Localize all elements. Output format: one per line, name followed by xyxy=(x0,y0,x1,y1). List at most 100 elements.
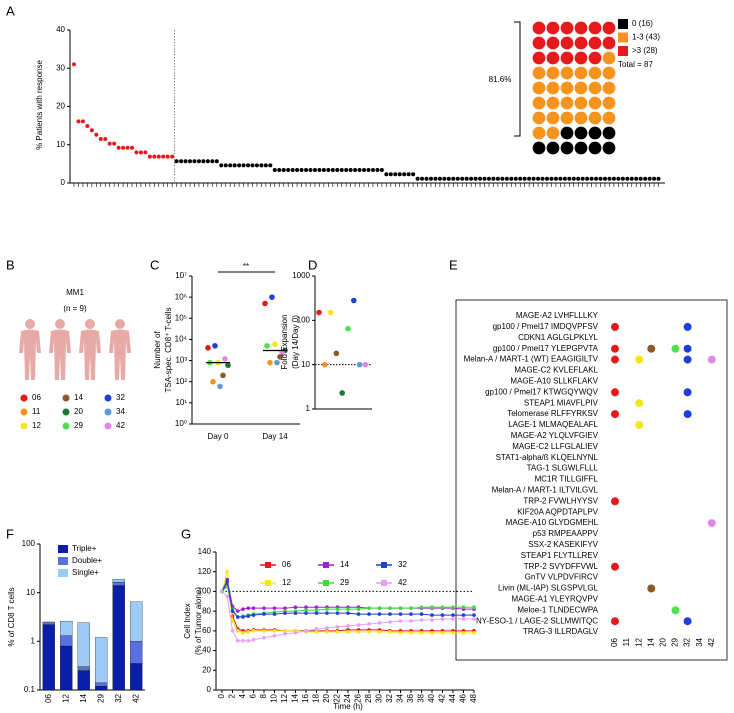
legend-label: 06 xyxy=(32,393,41,402)
point xyxy=(346,630,350,634)
point xyxy=(388,172,393,177)
series-line xyxy=(221,571,474,634)
point xyxy=(437,176,442,181)
x-tick-label: 12 xyxy=(280,693,289,702)
row-label: TAG-1 SLGWLFLLL xyxy=(527,464,599,473)
row-label: TRP-2 SVYDFFVWL xyxy=(524,562,599,571)
dot xyxy=(671,344,680,353)
point xyxy=(241,631,245,635)
point xyxy=(304,629,308,633)
legend-marker xyxy=(381,562,387,568)
x-tick-label: 26 xyxy=(354,693,363,702)
point xyxy=(225,569,230,574)
point xyxy=(366,167,371,172)
point xyxy=(269,294,275,300)
point xyxy=(472,613,476,617)
legend-swatch xyxy=(618,32,628,43)
point xyxy=(230,609,235,613)
point xyxy=(430,613,434,617)
point xyxy=(272,341,278,347)
bar-segment xyxy=(95,682,108,687)
point xyxy=(335,611,340,615)
waffle-cell xyxy=(588,126,602,140)
point xyxy=(377,606,382,610)
waffle-cell xyxy=(560,141,574,155)
bar-segment xyxy=(95,637,108,684)
waffle-cell xyxy=(532,141,546,155)
legend-swatch xyxy=(58,545,68,553)
point xyxy=(440,617,445,621)
point xyxy=(576,176,581,181)
point xyxy=(472,617,476,621)
waffle-cell xyxy=(532,81,546,95)
point xyxy=(241,607,245,611)
column-label: 11 xyxy=(622,637,631,646)
point xyxy=(277,167,282,172)
y-axis-label: Cell Index xyxy=(183,603,192,639)
legend-dot xyxy=(20,422,28,430)
waffle-cell xyxy=(532,21,546,35)
point xyxy=(388,630,392,634)
point xyxy=(272,606,277,610)
point xyxy=(94,132,99,137)
point xyxy=(212,342,218,349)
point xyxy=(629,176,634,181)
y-tick-label: 100 xyxy=(198,587,212,596)
point xyxy=(316,309,322,316)
bar-segment xyxy=(42,624,55,691)
legend-marker xyxy=(265,562,271,568)
waffle-cell xyxy=(588,96,602,110)
x-tick-label: 34 xyxy=(396,693,405,702)
y-tick-label: 10⁰ xyxy=(175,419,187,428)
row-label: TRP-2 FVWLHYYSV xyxy=(523,496,598,505)
point xyxy=(325,607,329,611)
bar-segment xyxy=(42,622,55,625)
point xyxy=(415,176,420,181)
point xyxy=(262,300,268,307)
series-line xyxy=(221,591,474,642)
row-label: MC1R TILLGIFFL xyxy=(535,475,599,484)
point xyxy=(259,163,264,168)
point xyxy=(500,176,505,181)
panel-letter: C xyxy=(150,257,159,272)
legend-label: 20 xyxy=(74,407,83,416)
bar-segment xyxy=(130,641,143,664)
waffle-cell xyxy=(588,66,602,80)
point xyxy=(652,176,657,181)
row-label: TRAG-3 ILLRDAGLV xyxy=(523,627,599,636)
waffle-cell xyxy=(560,66,574,80)
point xyxy=(540,176,545,181)
legend-dot xyxy=(20,408,28,416)
point xyxy=(356,630,361,634)
y-tick-label: 10⁶ xyxy=(175,292,187,301)
point xyxy=(290,167,295,172)
point xyxy=(346,607,350,611)
point xyxy=(293,611,298,615)
row-label: MAGE-A2 LVHFLLLKY xyxy=(516,311,599,320)
row-label: MAGE-A2 YLQLVFGIEV xyxy=(511,431,599,440)
point xyxy=(322,361,328,368)
row-label: gp100 / Pmel17 IMDQVPFSV xyxy=(493,322,599,331)
legend-label: 14 xyxy=(340,560,349,569)
waffle-cell xyxy=(602,126,616,140)
waffle-cell xyxy=(546,96,560,110)
point xyxy=(473,176,478,181)
x-tick-label: 28 xyxy=(364,693,373,702)
legend-dot xyxy=(62,422,70,430)
point xyxy=(230,629,235,633)
row-label: STAT1-alpha/ß KLQELNYNL xyxy=(496,453,599,462)
point xyxy=(156,154,161,159)
point xyxy=(402,172,407,177)
legend-label: 0 (16) xyxy=(632,19,653,28)
x-tick-label: 6 xyxy=(249,693,258,698)
point xyxy=(353,167,358,172)
point xyxy=(183,159,188,164)
waffle-cell xyxy=(574,51,588,65)
point xyxy=(433,176,438,181)
point xyxy=(304,167,309,172)
point xyxy=(367,606,371,610)
point xyxy=(246,606,251,610)
waffle-cell xyxy=(546,51,560,65)
column-label: 06 xyxy=(610,637,619,646)
